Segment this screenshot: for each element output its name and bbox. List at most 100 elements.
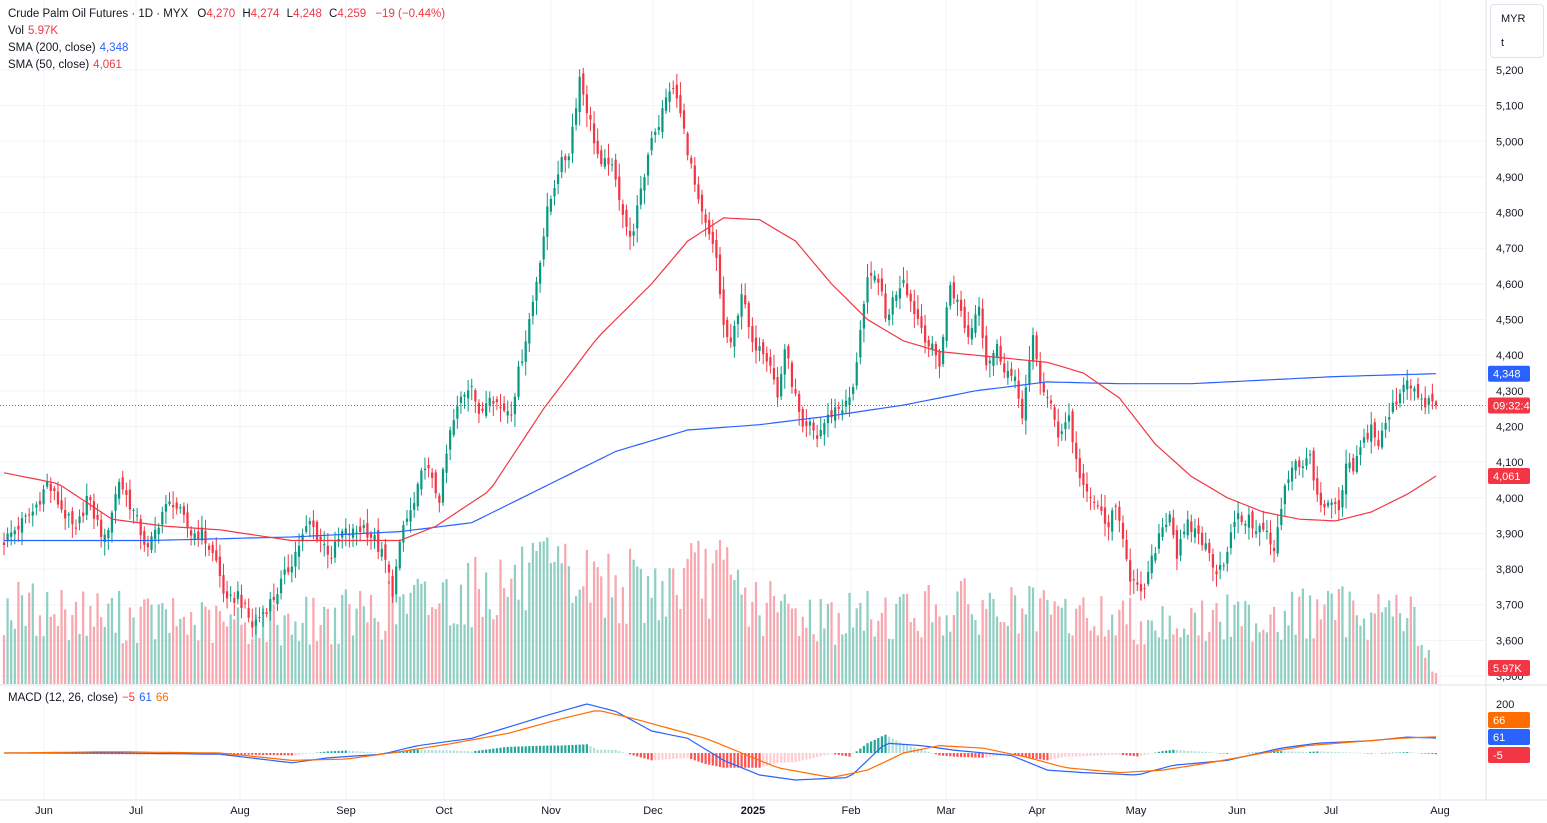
macd-line-badge-text: 61 xyxy=(1493,732,1505,744)
volume-bar xyxy=(923,591,927,684)
macd-hist-bar xyxy=(301,753,304,755)
macd-hist-bar xyxy=(1406,752,1409,753)
candle-body xyxy=(643,177,646,191)
volume-bar xyxy=(981,600,984,684)
macd-hist-bar xyxy=(621,752,624,753)
volume-bar xyxy=(74,601,78,684)
volume-bar xyxy=(621,587,624,684)
volume-bar xyxy=(1236,601,1240,684)
candle-body xyxy=(603,158,606,167)
countdown-badge-text: 09:32:49 xyxy=(1493,400,1536,412)
macd-hist-bar xyxy=(945,753,948,757)
candle-body xyxy=(596,140,599,154)
macd-tick-label: 200 xyxy=(1496,699,1514,711)
volume-bar xyxy=(1409,596,1412,684)
volume-bar xyxy=(132,617,135,684)
macd-hist-bar xyxy=(790,753,794,763)
volume-bar xyxy=(78,633,81,684)
volume-bar xyxy=(1024,614,1027,684)
macd-hist-bar xyxy=(679,753,682,759)
volume-bar xyxy=(628,548,632,684)
volume-bar xyxy=(895,603,898,684)
candle-body xyxy=(970,328,973,340)
symbol-legend[interactable]: Crude Palm Oil Futures · 1D · MYX O4,270… xyxy=(8,6,445,23)
candle-body xyxy=(1147,571,1150,584)
macd-hist-bar xyxy=(801,753,804,761)
macd-hist-bar xyxy=(233,753,236,755)
sma200-legend[interactable]: SMA (200, close) 4,348 xyxy=(8,40,128,57)
candle-body xyxy=(891,297,894,315)
volume-bar xyxy=(118,590,121,684)
candle-body xyxy=(981,308,984,339)
candle-body xyxy=(1427,398,1430,405)
macd-hist-bar xyxy=(513,746,517,753)
volume-bar xyxy=(438,603,441,684)
candle-body xyxy=(10,532,13,537)
currency-unit-selector[interactable]: MYR t xyxy=(1490,4,1544,58)
volume-bar xyxy=(1301,588,1304,684)
macd-hist-bar xyxy=(1132,753,1135,757)
macd-hist-bar xyxy=(1352,752,1355,754)
volume-bar xyxy=(1287,625,1290,684)
volume-bar xyxy=(1370,612,1373,684)
macd-hist-bar xyxy=(1337,752,1340,753)
volume-bar xyxy=(1359,625,1362,684)
candle-body xyxy=(416,484,419,507)
price-tick-label: 5,000 xyxy=(1496,136,1524,148)
macd-hist-bar xyxy=(880,736,884,753)
macd-legend[interactable]: MACD (12, 26, close) −5 61 66 xyxy=(8,690,169,707)
currency-label[interactable]: MYR xyxy=(1501,13,1526,25)
volume-bar xyxy=(859,602,862,684)
volume-bar xyxy=(1244,601,1247,684)
candle-body xyxy=(395,566,398,595)
candle-body xyxy=(762,342,765,355)
candle-body xyxy=(254,619,257,626)
volume-bar xyxy=(1042,590,1045,684)
macd-hist-bar xyxy=(834,753,837,755)
macd-hist-bar xyxy=(610,749,614,753)
macd-hist-bar xyxy=(934,753,937,755)
volume-bar xyxy=(1380,612,1384,684)
candle-body xyxy=(1233,521,1236,528)
symbol-title[interactable]: Crude Palm Oil Futures · 1D · MYX xyxy=(8,8,189,20)
candle-body xyxy=(1280,508,1283,526)
volume-bars xyxy=(2,537,1438,684)
price-axis[interactable]: 5,200 5,100 5,000 4,900 4,800 4,700 4,600 4,500… xyxy=(1496,65,1524,683)
candle-body xyxy=(82,512,85,517)
candle-body xyxy=(1395,401,1398,405)
macd-hist-bar xyxy=(744,753,747,768)
candle-body xyxy=(754,337,758,351)
macd-hist-bar xyxy=(1172,749,1175,753)
sma50-line xyxy=(3,217,1437,542)
volume-bar xyxy=(873,636,876,684)
macd-hist-bar xyxy=(603,749,606,753)
volume-bar xyxy=(503,588,506,684)
candle-body xyxy=(758,346,761,351)
macd-hist-bar xyxy=(1330,751,1333,753)
unit-label[interactable]: t xyxy=(1501,37,1505,49)
sma50-legend[interactable]: SMA (50, close) 4,061 xyxy=(8,57,122,74)
candle-body xyxy=(1031,335,1035,362)
macd-hist-bar xyxy=(902,744,905,753)
macd-hist-bar xyxy=(1031,753,1035,759)
volume-bar xyxy=(510,578,513,684)
candle-body xyxy=(1172,517,1175,536)
volume-bar xyxy=(1057,605,1060,684)
candle-body xyxy=(974,314,977,333)
macd-hist-bar xyxy=(841,753,844,756)
volume-bar xyxy=(1107,629,1110,684)
macd-hist-bar xyxy=(675,753,678,759)
volume-bar xyxy=(369,594,373,684)
macd-hist-bar xyxy=(697,753,700,762)
volume-bar xyxy=(941,635,945,684)
vol-legend[interactable]: Vol 5.97K xyxy=(8,23,58,40)
candle-body xyxy=(646,154,650,176)
candle-body xyxy=(114,494,117,511)
volume-bar xyxy=(247,644,250,684)
volume-bar xyxy=(60,590,63,684)
volume-bar xyxy=(294,621,297,684)
candle-body xyxy=(1258,525,1261,533)
time-axis[interactable]: Jun Jul Aug Sep Oct Nov Dec 2025 Feb Mar Apr May Jun… xyxy=(35,805,1450,817)
macd-hist-bar xyxy=(1183,750,1186,753)
